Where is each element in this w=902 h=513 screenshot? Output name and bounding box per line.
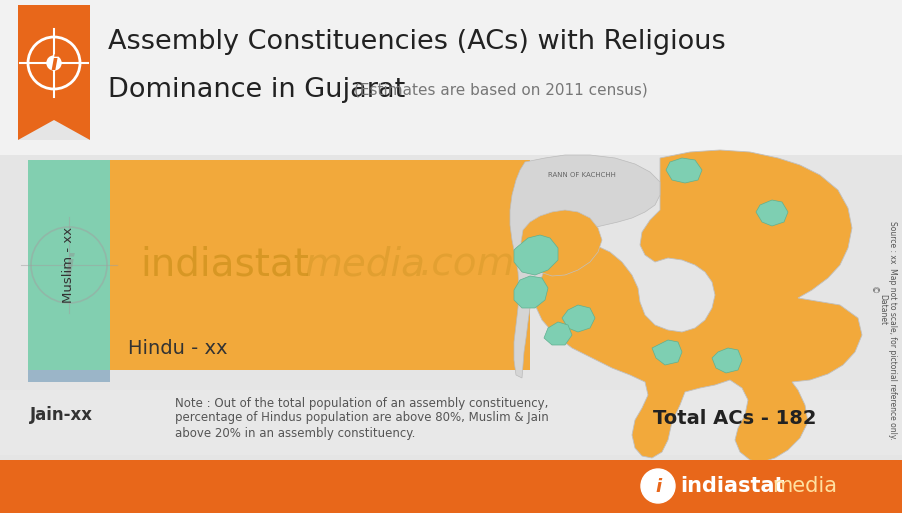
Text: Hindu - xx: Hindu - xx — [128, 339, 227, 358]
Text: i: i — [655, 478, 661, 496]
Polygon shape — [532, 150, 862, 462]
Text: Assembly Constituencies (ACs) with Religious: Assembly Constituencies (ACs) with Relig… — [108, 29, 726, 55]
Bar — [18, 5, 90, 140]
Polygon shape — [18, 120, 90, 140]
Ellipse shape — [550, 403, 880, 438]
Text: Jain-xx: Jain-xx — [30, 406, 93, 424]
Polygon shape — [544, 322, 572, 345]
Text: Total ACs - 182: Total ACs - 182 — [653, 408, 816, 427]
Text: percentage of Hindus population are above 80%, Muslim & Jain: percentage of Hindus population are abov… — [175, 411, 548, 424]
Text: ©: © — [869, 286, 878, 294]
Text: RANN OF KACHCHH: RANN OF KACHCHH — [548, 172, 616, 178]
Polygon shape — [562, 305, 595, 332]
Polygon shape — [712, 348, 742, 373]
Polygon shape — [514, 276, 548, 308]
Text: media: media — [772, 476, 837, 496]
Polygon shape — [666, 158, 702, 183]
Text: .com: .com — [420, 246, 515, 284]
Text: indiastat: indiastat — [680, 476, 785, 496]
Polygon shape — [514, 235, 558, 275]
Text: indiastat: indiastat — [140, 246, 308, 284]
Polygon shape — [510, 155, 660, 378]
Circle shape — [47, 56, 61, 70]
Text: Note : Out of the total population of an assembly constituency,: Note : Out of the total population of an… — [175, 397, 548, 409]
Bar — [0, 460, 902, 513]
Text: i: i — [64, 253, 74, 281]
Text: Dominance in Gujarat: Dominance in Gujarat — [108, 77, 405, 103]
Text: above 20% in an assembly constituency.: above 20% in an assembly constituency. — [175, 426, 416, 440]
Circle shape — [641, 469, 675, 503]
Text: i: i — [51, 54, 58, 74]
Bar — [28, 160, 110, 370]
Polygon shape — [756, 200, 788, 226]
Text: (Estimates are based on 2011 census): (Estimates are based on 2011 census) — [354, 83, 648, 97]
Bar — [28, 370, 110, 382]
Text: Source : xx  Map not to scale, for pictorial reference only.: Source : xx Map not to scale, for pictor… — [888, 221, 897, 439]
Text: Muslim - xx: Muslim - xx — [62, 227, 76, 303]
Text: Datanet: Datanet — [879, 294, 888, 326]
Bar — [0, 390, 902, 455]
Bar — [110, 160, 530, 370]
Polygon shape — [652, 340, 682, 365]
Bar — [0, 0, 902, 155]
Text: media: media — [305, 246, 426, 284]
Polygon shape — [521, 210, 602, 276]
